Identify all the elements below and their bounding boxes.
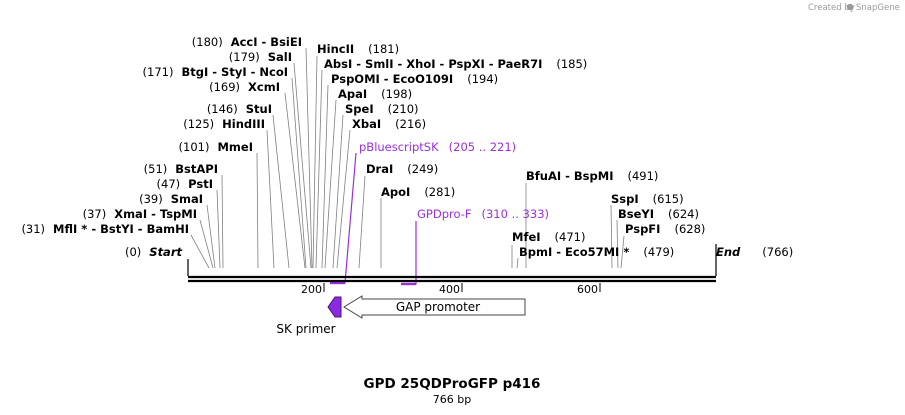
site-label-acci-bsiei: (180) AccI - BsiEI	[192, 35, 302, 49]
primer-pbluescriptsk-label: pBluescriptSK (205 .. 221)	[359, 140, 516, 154]
site-label-sspi: SspI (615)	[611, 192, 684, 206]
gap-promoter-label: GAP promoter	[396, 300, 480, 314]
ruler-label-200: 200	[301, 283, 322, 296]
site-label-hindiii: (125) HindIII	[183, 117, 265, 131]
site-label-xbai: XbaI (216)	[352, 117, 426, 131]
feature-sk-primer: SK primer	[276, 296, 342, 336]
primer-gpdpro-f-leader	[403, 221, 417, 285]
primer-pbluescriptsk-leader	[331, 152, 357, 284]
feature-gap-promoter: GAP promoter	[343, 295, 526, 319]
site-label-bpmi-eco57mi: BpmI - Eco57MI * (479)	[519, 245, 674, 259]
start-label: (0) Start	[125, 245, 183, 259]
site-label-xmai-tspmi: (37) XmaI - TspMI	[83, 207, 197, 221]
site-label-sali: (179) SalI	[229, 50, 292, 64]
site-label-pspomi-ecoo109i: PspOMI - EcoO109I (194)	[331, 72, 498, 86]
primer-gpdpro-f-label: GPDpro-F (310 .. 333)	[417, 207, 549, 221]
site-label-psti: (47) PstI	[157, 177, 213, 191]
site-label-xcmi: (169) XcmI	[209, 80, 280, 94]
ruler-label-600: 600	[577, 283, 598, 296]
site-label-mmei: (101) MmeI	[179, 140, 253, 154]
site-label-mfli-bstyi-bamhi: (31) MflI * - BstYI - BamHI	[21, 222, 189, 236]
end-label: End (766)	[716, 245, 793, 259]
map-length: 766 bp	[433, 393, 471, 406]
site-label-mfei: MfeI (471)	[512, 230, 585, 244]
site-label-smai: (39) SmaI	[139, 192, 203, 206]
site-label-pspfi: PspFI (628)	[625, 222, 705, 236]
site-label-absi-xhoi: AbsI - SmlI - XhoI - PspXI - PaeR7I (185)	[324, 57, 587, 71]
credit-brand: SnapGene	[856, 3, 900, 13]
site-label-btgi-styi-ncoi: (171) BtgI - StyI - NcoI	[143, 65, 288, 79]
snapgene-logo-icon	[846, 3, 854, 11]
site-label-apai: ApaI (198)	[338, 87, 412, 101]
credit-text: Created by	[808, 3, 855, 13]
site-label-drai: DraI (249)	[366, 162, 438, 176]
gap-promoter-arrow	[343, 295, 526, 319]
site-label-hincii: HincII (181)	[317, 42, 399, 56]
sk-primer-label: SK primer	[276, 322, 335, 336]
site-label-apoi: ApoI (281)	[381, 185, 455, 199]
sk-primer-arrow	[327, 296, 342, 318]
primer-gpdpro-f: GPDpro-F (310 .. 333)	[401, 207, 549, 286]
map-title: GPD 25QDProGFP p416	[364, 376, 541, 392]
primer-pbluescriptsk: pBluescriptSK (205 .. 221)	[330, 140, 516, 285]
ruler: 200 400 600	[301, 283, 601, 296]
site-label-bfuai-bspmi: BfuAI - BspMI (491)	[526, 169, 658, 183]
site-label-bstapi: (51) BstAPI	[144, 162, 218, 176]
site-label-spei: SpeI (210)	[345, 102, 419, 116]
site-label-stui: (146) StuI	[207, 102, 272, 116]
site-label-bseyi: BseYI (624)	[618, 207, 699, 221]
ruler-label-400: 400	[439, 283, 460, 296]
site-connectors	[190, 47, 625, 269]
